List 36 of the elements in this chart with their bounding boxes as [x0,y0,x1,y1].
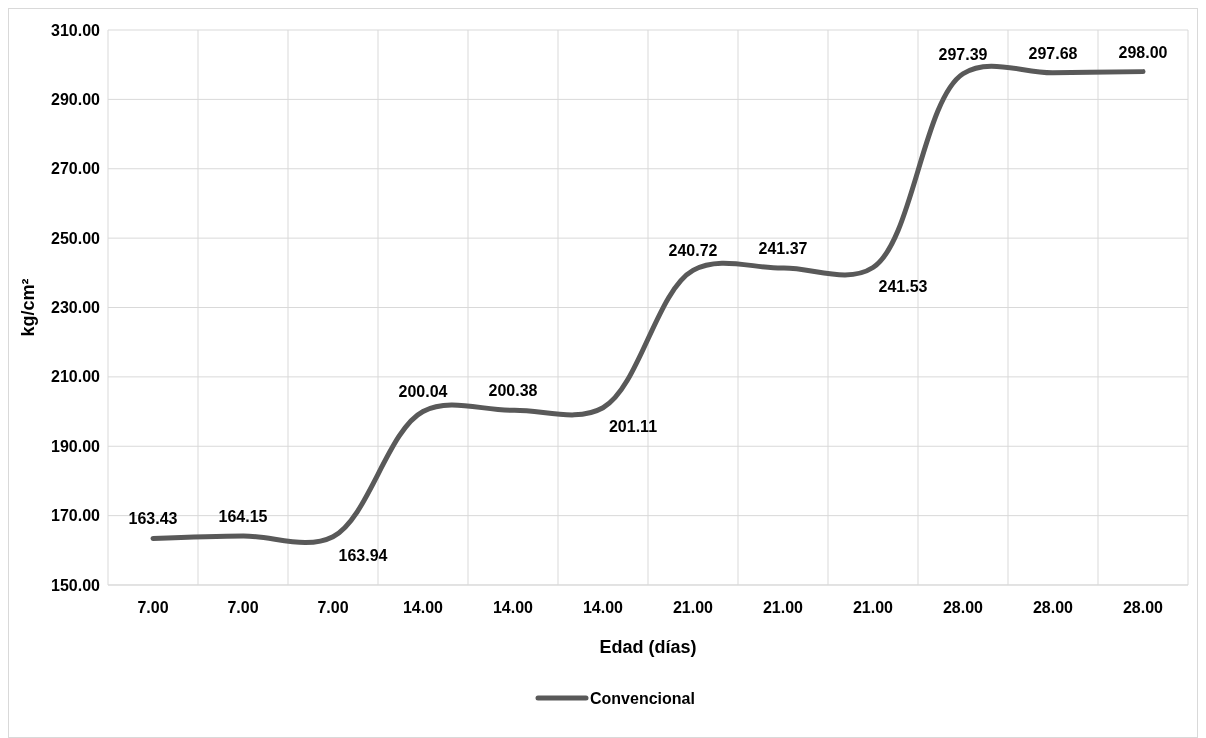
y-tick-label: 210.00 [51,368,101,386]
x-axis-title: Edad (días) [599,637,697,657]
data-label: 298.00 [1118,43,1168,61]
x-tick-label: 28.00 [942,599,984,616]
y-axis-title: kg/cm² [18,278,38,337]
x-tick-label: 7.00 [137,599,169,616]
x-tick-label: 28.00 [1032,599,1074,616]
data-label: 297.68 [1028,44,1078,62]
y-tick-label: 310.00 [51,21,101,39]
data-label: 163.94 [338,546,388,564]
data-label: 240.72 [668,242,718,260]
x-tick-label: 21.00 [852,599,894,616]
x-tick-label: 7.00 [227,599,259,616]
y-tick-label: 190.00 [51,437,101,455]
data-label: 297.39 [938,45,988,63]
data-label: 241.37 [758,240,808,258]
x-tick-label: 28.00 [1122,599,1164,616]
x-tick-label: 14.00 [402,599,444,616]
data-label: 241.53 [878,277,928,295]
y-tick-label: 230.00 [51,299,101,317]
data-label: 200.38 [488,382,538,400]
y-tick-label: 150.00 [51,576,101,594]
data-label: 163.43 [128,510,178,528]
y-tick-label: 290.00 [51,90,101,108]
legend-label: Convencional [590,689,695,707]
x-tick-label: 14.00 [492,599,534,616]
y-tick-label: 170.00 [51,507,101,525]
x-tick-label: 7.00 [317,599,349,616]
x-tick-label: 14.00 [582,599,624,616]
y-tick-label: 270.00 [51,160,101,178]
data-label: 164.15 [218,507,268,525]
x-tick-label: 21.00 [672,599,714,616]
y-tick-label: 250.00 [51,229,101,247]
data-label: 200.04 [398,383,448,401]
x-tick-label: 21.00 [762,599,804,616]
data-label: 201.11 [608,417,658,435]
